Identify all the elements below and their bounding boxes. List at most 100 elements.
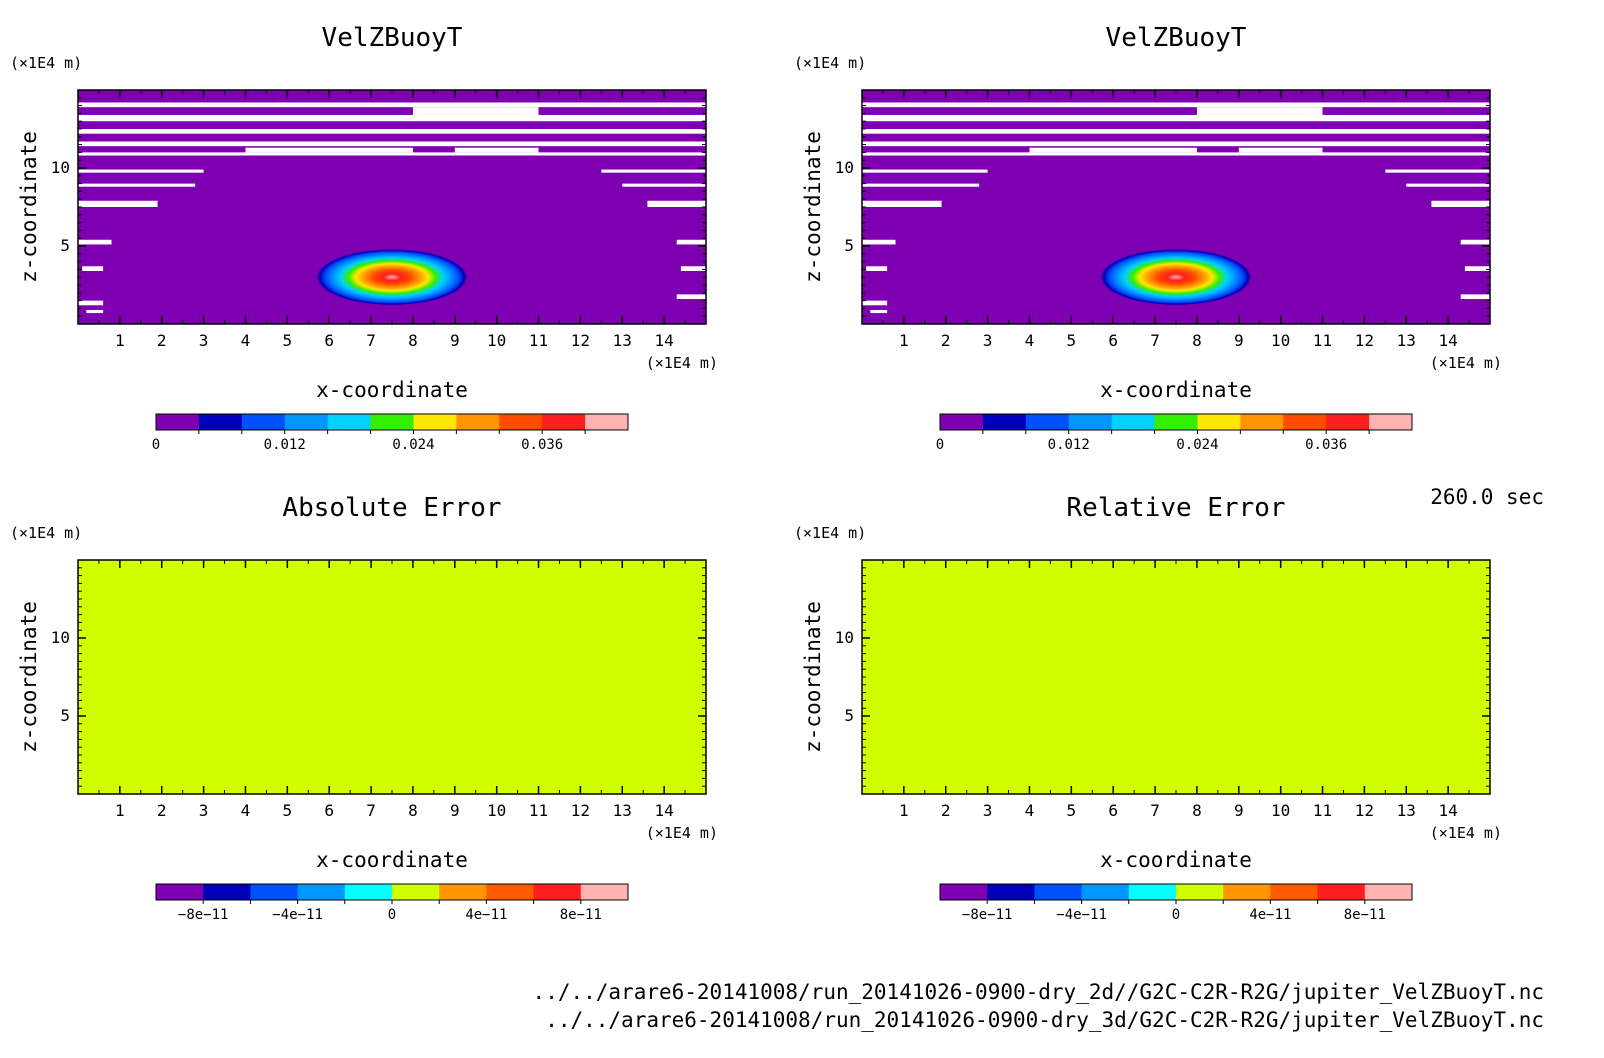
colorbar-swatch <box>456 414 500 430</box>
chart-title: Relative Error <box>1066 493 1285 523</box>
colorbar-frame <box>939 413 1413 431</box>
colorbar-swatch <box>439 884 487 900</box>
x-tick-label: 13 <box>613 331 632 350</box>
x-tick-label: 12 <box>1355 331 1374 350</box>
colorbar-swatch <box>585 414 629 430</box>
colorbar-swatch <box>1111 414 1156 430</box>
field-gap <box>78 114 706 122</box>
x-tick-label: 8 <box>1192 331 1202 350</box>
x-tick-label: 9 <box>1234 801 1244 820</box>
x-tick-label: 6 <box>324 331 334 350</box>
colorbar-swatch <box>1317 884 1366 900</box>
colorbar-label: 0.036 <box>521 437 563 453</box>
field-gap <box>1460 239 1490 245</box>
x-tick-label: 5 <box>283 331 293 350</box>
x-tick-label: 3 <box>199 801 209 820</box>
colorbar-label: 0.024 <box>1176 437 1218 453</box>
field-gap <box>78 141 706 147</box>
x-tick-label: 4 <box>241 801 251 820</box>
y-tick-label: 5 <box>844 236 854 255</box>
y-tick-label: 10 <box>835 628 854 647</box>
x-tick-label: 7 <box>366 801 376 820</box>
x-tick-label: 1 <box>899 331 909 350</box>
field-gap <box>862 169 988 173</box>
colorbar-swatch <box>542 414 586 430</box>
x-tick-label: 2 <box>157 331 167 350</box>
colorbar-swatch <box>982 414 1027 430</box>
field-gap <box>78 102 706 108</box>
x-tick-label: 2 <box>941 801 951 820</box>
field-gap <box>680 266 706 271</box>
y-tick-label: 10 <box>835 158 854 177</box>
x-tick-label: 6 <box>1108 331 1118 350</box>
x-tick-label: 10 <box>487 331 506 350</box>
field-gap <box>82 266 104 271</box>
colorbar-label: 0 <box>388 907 396 923</box>
field-gap <box>78 129 706 134</box>
x-tick-label: 7 <box>366 331 376 350</box>
field-gap <box>1238 147 1323 153</box>
colorbar-swatch <box>1176 884 1224 900</box>
colorbar-swatch <box>987 884 1035 900</box>
colorbar-swatch <box>1154 414 1198 430</box>
x-tick-label: 2 <box>941 331 951 350</box>
x-tick-label: 9 <box>450 331 460 350</box>
field-gap <box>86 309 104 314</box>
x-tick-label: 2 <box>157 801 167 820</box>
colorbar-label: 0 <box>936 437 944 453</box>
colorbar-label: −4e−11 <box>1056 907 1107 923</box>
colorbar-label: 8e−11 <box>1344 907 1386 923</box>
colorbar-swatch <box>940 884 988 900</box>
x-tick-label: 5 <box>1067 801 1077 820</box>
x-tick-label: 13 <box>1397 331 1416 350</box>
colorbar-swatch <box>1364 884 1413 900</box>
y-tick-label: 5 <box>60 706 70 725</box>
x-tick-label: 3 <box>983 801 993 820</box>
x-tick-label: 12 <box>1355 801 1374 820</box>
field-gap <box>647 200 706 207</box>
colorbar-swatch <box>370 414 414 430</box>
x-tick-label: 12 <box>571 801 590 820</box>
field-gap <box>862 300 888 306</box>
colorbar-frame <box>155 413 629 431</box>
colorbar-label: 0 <box>1172 907 1180 923</box>
x-tick-label: 5 <box>1067 331 1077 350</box>
field-gap <box>862 239 896 245</box>
field-gap <box>78 152 706 156</box>
field-gap <box>862 129 1490 134</box>
colorbar-label: 4e−11 <box>465 907 507 923</box>
x-tick-label: 10 <box>1271 331 1290 350</box>
x-tick-label: 13 <box>1397 801 1416 820</box>
field-gap <box>78 183 196 187</box>
colorbar-swatch <box>241 414 286 430</box>
x-axis-label: x-coordinate <box>316 848 468 872</box>
thermal-bubble <box>1100 249 1252 306</box>
colorbar-swatch <box>1197 414 1241 430</box>
x-tick-label: 4 <box>1025 801 1035 820</box>
field-gap <box>245 147 413 153</box>
chart-title: VelZBuoyT <box>1106 23 1247 53</box>
x-tick-label: 6 <box>1108 801 1118 820</box>
field-gap <box>1406 183 1490 187</box>
colorbar-label: 8e−11 <box>560 907 602 923</box>
x-tick-label: 7 <box>1150 331 1160 350</box>
chart-title: Absolute Error <box>282 493 501 523</box>
field-gap <box>1464 266 1490 271</box>
colorbar-swatch <box>1240 414 1284 430</box>
colorbar-swatch <box>198 414 243 430</box>
colorbar-swatch <box>203 884 251 900</box>
colorbar-swatch <box>327 414 372 430</box>
field-gap <box>454 147 539 153</box>
field-gap <box>1196 107 1323 115</box>
x-tick-label: 11 <box>529 801 548 820</box>
field-gap <box>622 183 706 187</box>
colorbar-swatch <box>1326 414 1370 430</box>
colorbar-swatch <box>392 884 440 900</box>
file-path-2: ../../arare6-20141008/run_20141026-0900-… <box>545 1008 1544 1032</box>
colorbar-swatch <box>1369 414 1413 430</box>
x-tick-label: 11 <box>1313 331 1332 350</box>
colorbar-swatch <box>940 414 984 430</box>
chart-panel-3: Absolute Error(×1E4 m)1 2 3 4 5 6 7 8 9 10 11 12 13 1… <box>10 493 718 923</box>
field-gap <box>1431 200 1490 207</box>
